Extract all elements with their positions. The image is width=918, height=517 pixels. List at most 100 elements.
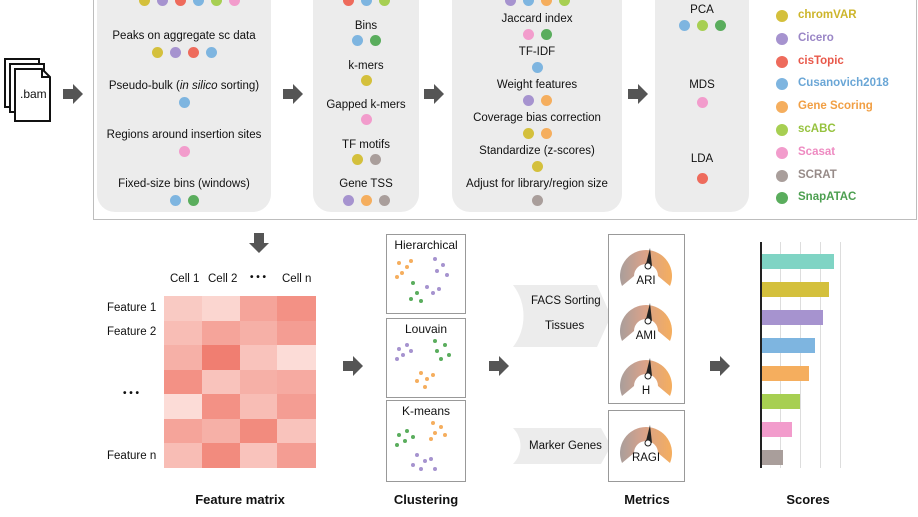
method-dot-icon [342,0,354,6]
matrix-row-label: Feature 2 [107,326,157,338]
heatmap-cell [164,320,203,346]
transform-item-label: Adjust for library/region size [466,178,608,190]
legend-dot-icon [776,101,788,114]
gauge-label: ARI [636,275,656,287]
heatmap-cell [239,320,278,346]
cluster-scatter-icon [395,421,447,471]
feature-item-label: Gene TSS [339,178,393,190]
feature-matrix-heatmap [164,296,316,469]
legend-label: cisTopic [798,54,844,67]
method-dot-icon [531,195,543,206]
heatmap-cell [164,443,203,469]
legend-label: Scasat [798,145,836,158]
metrics-group-label: FACS Sorting [531,295,601,307]
method-dot-icon [540,0,552,6]
feature-item-label: k-mers [348,60,384,72]
heatmap-cell [277,296,316,322]
method-dot-icon [531,62,543,73]
transform-item-label: Coverage bias correction [473,112,601,124]
method-dot-icon [522,29,534,40]
score-bar [762,254,835,269]
cluster-scatter-icon [395,339,451,389]
legend-dot-icon [776,10,788,22]
clustering-kmeans-box: K-means [386,400,466,482]
region-item-label: Peaks on aggregate sc data [112,30,256,42]
clustering-method-label: Louvain [404,322,448,336]
legend-label: scABC [798,123,836,135]
score-bar [762,338,816,353]
heatmap-cell [164,418,203,444]
heatmap-cell [277,369,316,395]
transform-item-label: Standardize (z-scores) [479,145,595,157]
scores-axis [760,242,762,468]
method-dot-icon [540,95,552,106]
legend-dot-icon [776,146,788,159]
method-dot-icon [228,0,240,6]
heatmap-cell [201,394,240,420]
transform-item-label: Jaccard index [501,13,573,25]
matrix-row-label: Feature 1 [107,302,157,314]
gauge-label: AMI [635,330,657,342]
clustering-method-label: K-means [401,404,451,418]
scores-caption: Scores [786,492,830,507]
heatmap-cell [201,320,240,346]
heatmap-cell [201,296,240,322]
gauge-icon [614,346,678,407]
score-bar [762,394,800,409]
clustering-louvain-box: Louvain [386,318,466,398]
arrow-right-icon [63,84,85,109]
method-dot-icon [504,0,516,6]
method-dot-icon [540,128,552,139]
legend-dot-icon [776,192,788,205]
heatmap-cell [239,369,278,395]
region-item-label: Fixed-size bins (windows) [118,178,250,190]
metrics-caption: Metrics [624,492,670,507]
heatmap-cell [201,418,240,444]
clustering-caption: Clustering [393,492,459,507]
legend-label: SCRAT [798,168,837,181]
arrow-right-icon [628,84,650,109]
method-dot-icon [360,75,372,86]
method-dot-icon [696,97,708,108]
heatmap-cell [277,320,316,346]
method-dot-icon [360,195,372,206]
method-dot-icon [540,29,552,40]
heatmap-cell [239,394,278,420]
bam-file-stack-icon [4,58,54,124]
method-dot-icon [210,0,222,6]
heatmap-cell [164,394,203,420]
method-dot-icon [169,195,181,206]
score-bar [762,450,784,465]
matrix-row-label: Feature n [107,450,157,462]
scores-gridline [840,242,841,468]
method-dot-icon [378,195,390,206]
gauge-label: H [641,385,651,397]
method-dot-icon [522,0,534,6]
clustering-method-label: Hierarchical [394,238,458,252]
legend-label: SnapATAC [798,191,857,204]
legend-dot-icon [776,32,788,45]
arrow-right-icon [710,356,732,381]
matrix-col-label: Cell 2 [208,273,238,285]
heatmap-cell [164,369,203,395]
method-dot-icon [378,0,390,6]
method-dot-icon [522,128,534,139]
method-dot-icon [351,154,363,165]
heatmap-cell [164,345,203,371]
features-panel [313,0,419,212]
reduction-item-label: PCA [690,4,714,16]
feature-item-label: TF motifs [342,139,390,151]
transform-item-label: TF-IDF [518,46,556,58]
heatmap-cell [201,345,240,371]
method-dot-icon [169,47,181,58]
heatmap-cell [277,394,316,420]
arrow-right-icon [283,84,305,109]
method-dot-icon [151,47,163,58]
feature-matrix-caption: Feature matrix [195,492,285,507]
feature-item-label: Bins [354,20,378,32]
method-dot-icon [696,20,708,31]
reduction-item-label: LDA [690,153,714,165]
method-dot-icon [369,154,381,165]
gauge-icon [614,291,678,352]
scores-gridline [820,242,821,468]
